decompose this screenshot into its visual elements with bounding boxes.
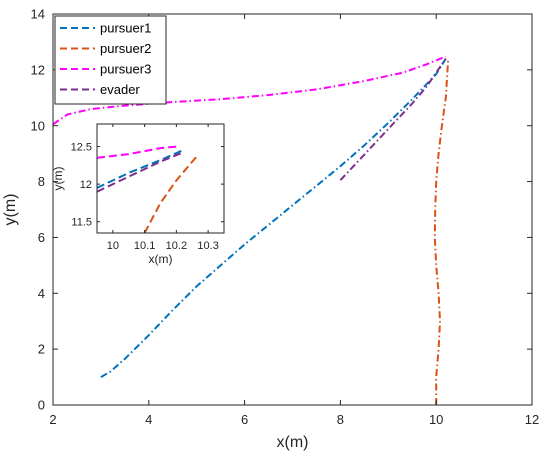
legend-label-evader: evader xyxy=(100,82,140,97)
legend-label-pursuer2: pursuer2 xyxy=(100,41,151,56)
legend-label-pursuer1: pursuer1 xyxy=(100,21,151,36)
inset-axes-frame xyxy=(96,123,225,234)
inset-x-tick-label: 10.1 xyxy=(134,240,155,252)
main-y-tick-label: 2 xyxy=(38,342,45,357)
inset-x-tick-label: 10.3 xyxy=(197,240,218,252)
inset-series-line-pursuer3 xyxy=(97,145,177,159)
main-series-line-pursuer1 xyxy=(100,58,447,378)
main-axes-frame xyxy=(52,13,533,406)
inset-plot: 10 10.1 10.2 10.3 11.5 12 12.5 x(m) y(m) xyxy=(51,123,225,266)
inset-series-line-pursuer1 xyxy=(97,149,184,189)
main-y-tick-label: 14 xyxy=(31,7,45,22)
inset-x-tick-label: 10 xyxy=(107,240,119,252)
legend: pursuer1 pursuer2 pursuer3 evader xyxy=(54,15,167,105)
main-y-axis-label: y(m) xyxy=(2,194,19,226)
main-x-tick-label: 8 xyxy=(337,412,344,427)
inset-x-tick-label: 10.2 xyxy=(166,240,187,252)
main-x-tick-label: 6 xyxy=(241,412,248,427)
inset-x-axis-label: x(m) xyxy=(149,252,173,266)
main-x-tick-label: 12 xyxy=(525,412,539,427)
main-series-line-evader xyxy=(339,58,447,181)
inset-series-group xyxy=(97,145,200,233)
main-y-tick-label: 6 xyxy=(38,230,45,245)
main-x-tick-label: 10 xyxy=(429,412,443,427)
main-y-tick-label: 10 xyxy=(31,118,45,133)
main-series-line-pursuer2 xyxy=(433,58,450,405)
inset-series-line-evader xyxy=(97,151,184,193)
inset-y-tick-label: 12.5 xyxy=(71,141,92,153)
main-series-group xyxy=(53,55,450,405)
inset-background xyxy=(97,124,224,233)
inset-series-line-pursuer2 xyxy=(143,153,200,233)
inset-y-tick-label: 12 xyxy=(80,179,92,191)
main-y-tick-label: 8 xyxy=(38,174,45,189)
main-x-axis-label: x(m) xyxy=(277,434,309,451)
main-y-tick-label: 4 xyxy=(38,286,45,301)
main-x-tick-label: 4 xyxy=(145,412,152,427)
inset-y-axis-label: y(m) xyxy=(51,167,65,191)
main-y-tick-label: 12 xyxy=(31,62,45,77)
main-x-tick-label: 2 xyxy=(49,412,56,427)
main-y-tick-label: 0 xyxy=(38,398,45,413)
legend-label-pursuer3: pursuer3 xyxy=(100,62,151,77)
inset-y-tick-label: 11.5 xyxy=(71,217,92,229)
